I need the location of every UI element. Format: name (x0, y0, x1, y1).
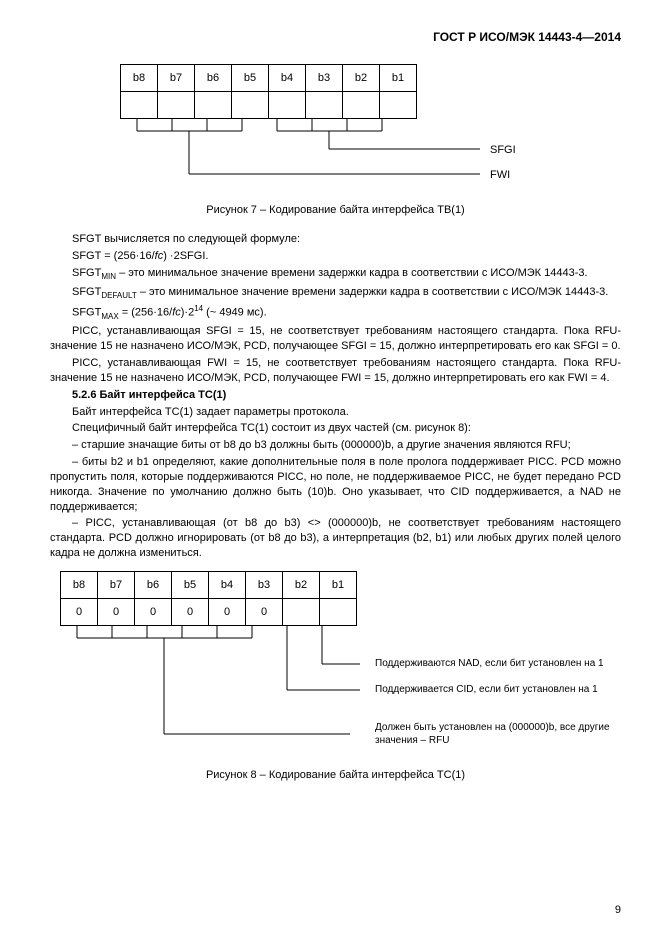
cell (343, 92, 380, 119)
cell (306, 92, 343, 119)
cell (158, 92, 195, 119)
figure7-diagram: b8 b7 b6 b5 b4 b3 b2 b1 (120, 64, 621, 194)
cell: 0 (172, 598, 209, 625)
cell (121, 92, 158, 119)
para: SFGTDEFAULT – это минимальное значение в… (50, 285, 621, 302)
page-number: 9 (615, 904, 621, 916)
cell: b8 (61, 571, 98, 598)
para: – старшие значащие биты от b8 до b3 долж… (50, 438, 621, 453)
cell: b1 (380, 65, 417, 92)
para: PICC, устанавливающая FWI = 15, не соотв… (50, 356, 621, 386)
cell: 0 (98, 598, 135, 625)
cell: b7 (98, 571, 135, 598)
cell: b3 (246, 571, 283, 598)
cell: b5 (172, 571, 209, 598)
cell: b6 (135, 571, 172, 598)
figure7-table: b8 b7 b6 b5 b4 b3 b2 b1 (120, 64, 417, 119)
figure8-diagram: b8 b7 b6 b5 b4 b3 b2 b1 0 0 0 0 0 0 (50, 571, 621, 779)
para: SFGT = (256·16/fc) ·2SFGI. (50, 249, 621, 264)
cell: 0 (246, 598, 283, 625)
body-text: SFGT вычисляется по следующей формуле: S… (50, 232, 621, 561)
cell: b4 (269, 65, 306, 92)
cell: b1 (320, 571, 357, 598)
para: SFGTMAX = (256·16/fc)·214 (~ 4949 мс). (50, 304, 621, 323)
figure8-connectors (50, 626, 610, 776)
cell: b2 (283, 571, 320, 598)
cell: b7 (158, 65, 195, 92)
para: – PICC, устанавливающая (от b8 до b3) <>… (50, 516, 621, 561)
para: Специфичный байт интерфейса TC(1) состои… (50, 421, 621, 436)
cell: 0 (61, 598, 98, 625)
section-heading: 5.2.6 Байт интерфейса TC(1) (50, 388, 621, 403)
para: – биты b2 и b1 определяют, какие дополни… (50, 455, 621, 514)
fwi-label: FWI (490, 169, 510, 181)
cell: b6 (195, 65, 232, 92)
cell: b3 (306, 65, 343, 92)
cell (232, 92, 269, 119)
cell: b5 (232, 65, 269, 92)
para: SFGTMIN – это минимальное значение време… (50, 266, 621, 283)
cell: b8 (121, 65, 158, 92)
para: SFGT вычисляется по следующей формуле: (50, 232, 621, 247)
cell: b4 (209, 571, 246, 598)
para: PICC, устанавливающая SFGI = 15, не соот… (50, 324, 621, 354)
figure8-table: b8 b7 b6 b5 b4 b3 b2 b1 0 0 0 0 0 0 (60, 571, 357, 626)
para: Байт интерфейса TC(1) задает параметры п… (50, 405, 621, 420)
cell (269, 92, 306, 119)
cell: b2 (343, 65, 380, 92)
doc-header: ГОСТ Р ИСО/МЭК 14443-4—2014 (50, 30, 621, 44)
figure7-caption: Рисунок 7 – Кодирование байта интерфейса… (50, 204, 621, 216)
cell (380, 92, 417, 119)
cell (320, 598, 357, 625)
cell: 0 (209, 598, 246, 625)
figure7-connectors: SFGI FWI (120, 119, 540, 194)
cell: 0 (135, 598, 172, 625)
cell (283, 598, 320, 625)
cell (195, 92, 232, 119)
sfgi-label: SFGI (490, 144, 516, 156)
